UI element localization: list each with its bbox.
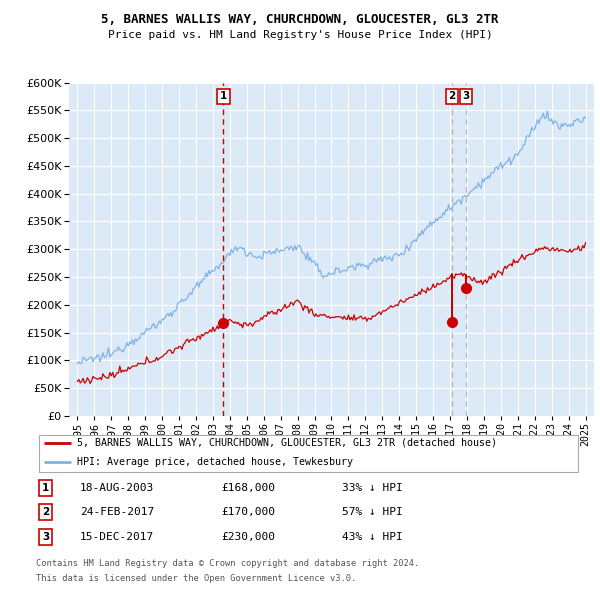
Text: 1: 1 [42, 483, 49, 493]
Text: 1: 1 [220, 91, 227, 101]
Text: £170,000: £170,000 [221, 507, 275, 517]
Text: 3: 3 [42, 532, 49, 542]
Text: £168,000: £168,000 [221, 483, 275, 493]
Text: 18-AUG-2003: 18-AUG-2003 [80, 483, 154, 493]
Text: HPI: Average price, detached house, Tewkesbury: HPI: Average price, detached house, Tewk… [77, 457, 353, 467]
Text: 24-FEB-2017: 24-FEB-2017 [80, 507, 154, 517]
Text: 3: 3 [463, 91, 470, 101]
Text: Contains HM Land Registry data © Crown copyright and database right 2024.: Contains HM Land Registry data © Crown c… [36, 559, 419, 568]
Text: 33% ↓ HPI: 33% ↓ HPI [342, 483, 403, 493]
FancyBboxPatch shape [39, 435, 578, 471]
Text: 2: 2 [42, 507, 49, 517]
Text: This data is licensed under the Open Government Licence v3.0.: This data is licensed under the Open Gov… [36, 573, 356, 582]
Text: 5, BARNES WALLIS WAY, CHURCHDOWN, GLOUCESTER, GL3 2TR (detached house): 5, BARNES WALLIS WAY, CHURCHDOWN, GLOUCE… [77, 438, 497, 448]
Text: Price paid vs. HM Land Registry's House Price Index (HPI): Price paid vs. HM Land Registry's House … [107, 30, 493, 40]
Text: 5, BARNES WALLIS WAY, CHURCHDOWN, GLOUCESTER, GL3 2TR: 5, BARNES WALLIS WAY, CHURCHDOWN, GLOUCE… [101, 13, 499, 26]
Text: 15-DEC-2017: 15-DEC-2017 [80, 532, 154, 542]
Text: £230,000: £230,000 [221, 532, 275, 542]
Text: 2: 2 [448, 91, 456, 101]
Text: 43% ↓ HPI: 43% ↓ HPI [342, 532, 403, 542]
Text: 57% ↓ HPI: 57% ↓ HPI [342, 507, 403, 517]
